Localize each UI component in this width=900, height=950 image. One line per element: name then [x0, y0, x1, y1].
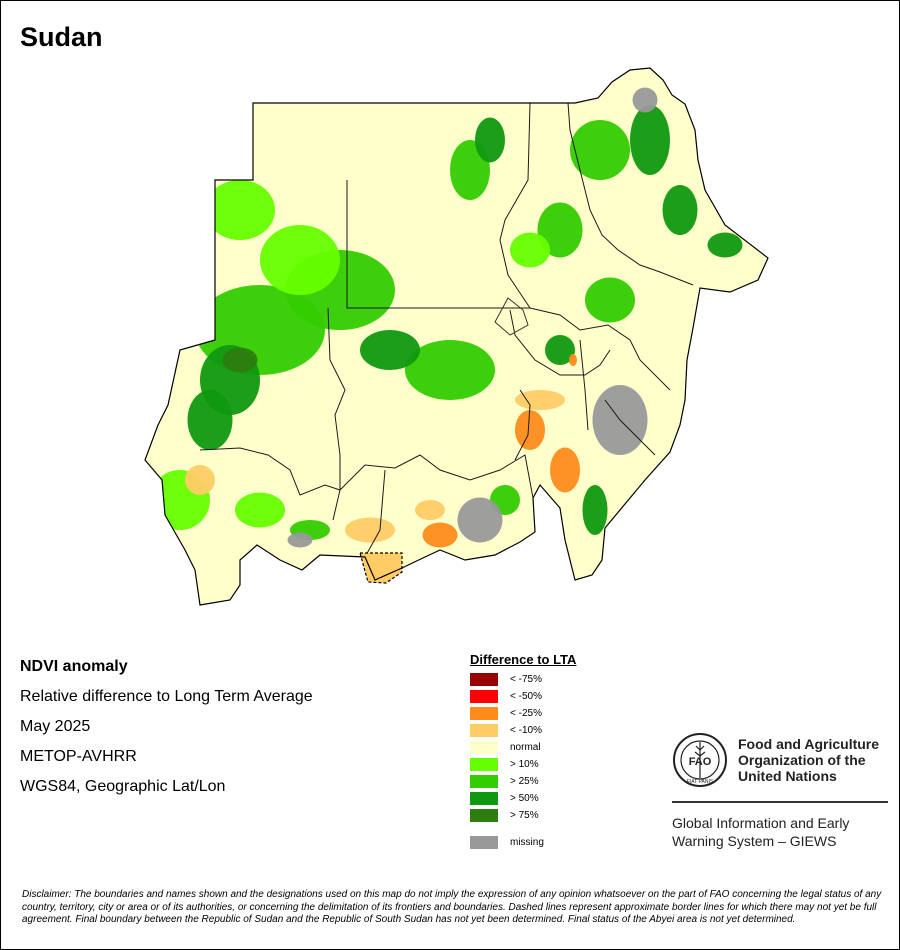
map-title: Sudan [20, 22, 103, 52]
legend: Difference to LTA < -75% < -50% < -25% < -1… [470, 652, 576, 851]
ndvi-patch [475, 117, 505, 163]
legend-swatch [470, 690, 498, 703]
fao-logo-text: FAO [689, 756, 712, 768]
legend-label: > 25% [510, 776, 539, 787]
legend-item: > 75% [470, 807, 576, 824]
legend-swatch [470, 673, 498, 686]
giews-name: Global Information and Early Warning Sys… [672, 814, 849, 850]
legend-item: normal [470, 739, 576, 756]
ndvi-patch [515, 390, 565, 410]
ndvi-patch [187, 390, 233, 450]
divider [672, 801, 888, 803]
ndvi-patch [185, 465, 215, 495]
legend-swatch-missing [470, 836, 498, 849]
ndvi-patch [537, 202, 583, 258]
legend-title: Difference to LTA [470, 652, 577, 667]
org-name-line2: Organization of the [738, 752, 866, 768]
admin-boundaries [199, 102, 694, 558]
legend-item-missing: missing [470, 834, 576, 851]
legend-label: > 50% [510, 793, 539, 804]
map-info: NDVI anomaly Relative difference to Long… [20, 656, 313, 806]
legend-item: > 25% [470, 773, 576, 790]
abyei-area [359, 552, 403, 584]
legend-label: > 75% [510, 810, 539, 821]
legend-swatch [470, 775, 498, 788]
ndvi-patch [570, 120, 630, 180]
legend-label: < -25% [510, 708, 542, 719]
ndvi-patch [569, 354, 577, 366]
legend-item: < -50% [470, 688, 576, 705]
giews-line1: Global Information and Early [672, 815, 850, 831]
legend-item: > 10% [470, 756, 576, 773]
ndvi-patch [515, 410, 545, 450]
info-projection: WGS84, Geographic Lat/Lon [20, 778, 226, 795]
ndvi-patch [360, 330, 420, 370]
ndvi-patch [260, 225, 340, 295]
legend-swatch [470, 792, 498, 805]
fao-logo-motto: FIAT PANIS [687, 779, 714, 785]
ndvi-patch [415, 500, 445, 520]
org-name: Food and Agriculture Organization of the… [738, 736, 879, 784]
ndvi-patch [707, 232, 743, 258]
ndvi-patch [701, 164, 709, 176]
central-boundary-detail [494, 297, 529, 336]
legend-swatch [470, 758, 498, 771]
ndvi-patch [695, 100, 705, 140]
ndvi-patch [345, 517, 395, 543]
info-heading: NDVI anomaly [20, 658, 128, 675]
legend-label: < -10% [510, 725, 542, 736]
legend-label: < -50% [510, 691, 542, 702]
legend-swatch [470, 741, 498, 754]
disclaimer: Disclaimer: The boundaries and names sho… [22, 889, 882, 925]
ndvi-patch [585, 277, 635, 323]
info-date: May 2025 [20, 718, 91, 735]
info-subtitle: Relative difference to Long Term Average [20, 688, 313, 705]
ndvi-patch [545, 335, 575, 365]
legend-label-missing: missing [510, 837, 544, 848]
legend-item: < -25% [470, 705, 576, 722]
ndvi-patch [405, 340, 495, 400]
ndvi-patch [222, 347, 258, 373]
ndvi-patch [287, 532, 313, 548]
ndvi-patch [205, 180, 275, 240]
ndvi-patch [422, 522, 458, 548]
legend-item: < -10% [470, 722, 576, 739]
legend-label: < -75% [510, 674, 542, 685]
ndvi-patch [550, 447, 580, 493]
ndvi-anomaly-map [144, 67, 769, 606]
info-sensor: METOP-AVHRR [20, 748, 137, 765]
legend-swatch [470, 809, 498, 822]
fao-logo-icon: FAO FIAT PANIS [673, 733, 727, 787]
legend-swatch [470, 707, 498, 720]
giews-line2: Warning System – GIEWS [672, 833, 837, 849]
org-name-line3: United Nations [738, 768, 837, 784]
legend-item: > 50% [470, 790, 576, 807]
org-name-line1: Food and Agriculture [738, 736, 880, 752]
ndvi-patch [457, 497, 503, 543]
ndvi-patch [632, 87, 658, 113]
ndvi-pixels [150, 68, 743, 548]
legend-label: normal [510, 742, 541, 753]
ndvi-patch [510, 232, 550, 268]
ndvi-patch [682, 68, 702, 93]
legend-swatch [470, 724, 498, 737]
legend-rows: < -75% < -50% < -25% < -10% normal > 10% > 25%… [470, 671, 576, 824]
legend-label: > 10% [510, 759, 539, 770]
ndvi-patch [582, 485, 608, 535]
ndvi-patch [662, 185, 698, 235]
ndvi-patch [235, 492, 285, 528]
legend-item: < -75% [470, 671, 576, 688]
ndvi-patch [630, 105, 670, 175]
